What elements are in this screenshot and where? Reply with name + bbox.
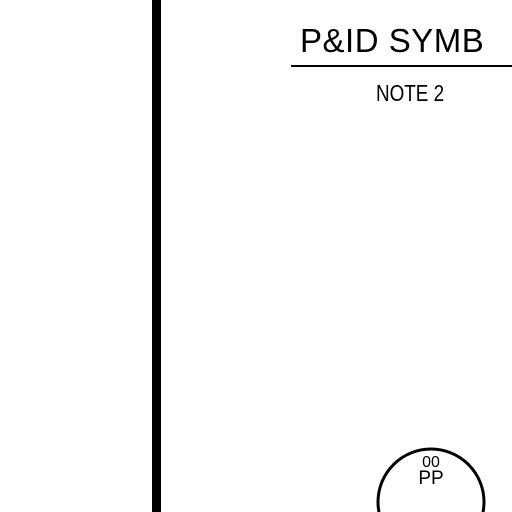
instrument-bubble-symbol: 00 PP: [376, 447, 486, 512]
page-title: P&ID SYMB: [300, 22, 485, 59]
symbol-line-2: PP: [418, 468, 443, 489]
note-label: NOTE 2: [376, 80, 445, 106]
border-line: [152, 0, 161, 512]
instrument-circle: [376, 447, 486, 512]
symbol-line-1: 00: [422, 454, 440, 471]
title-underline: [291, 65, 512, 67]
